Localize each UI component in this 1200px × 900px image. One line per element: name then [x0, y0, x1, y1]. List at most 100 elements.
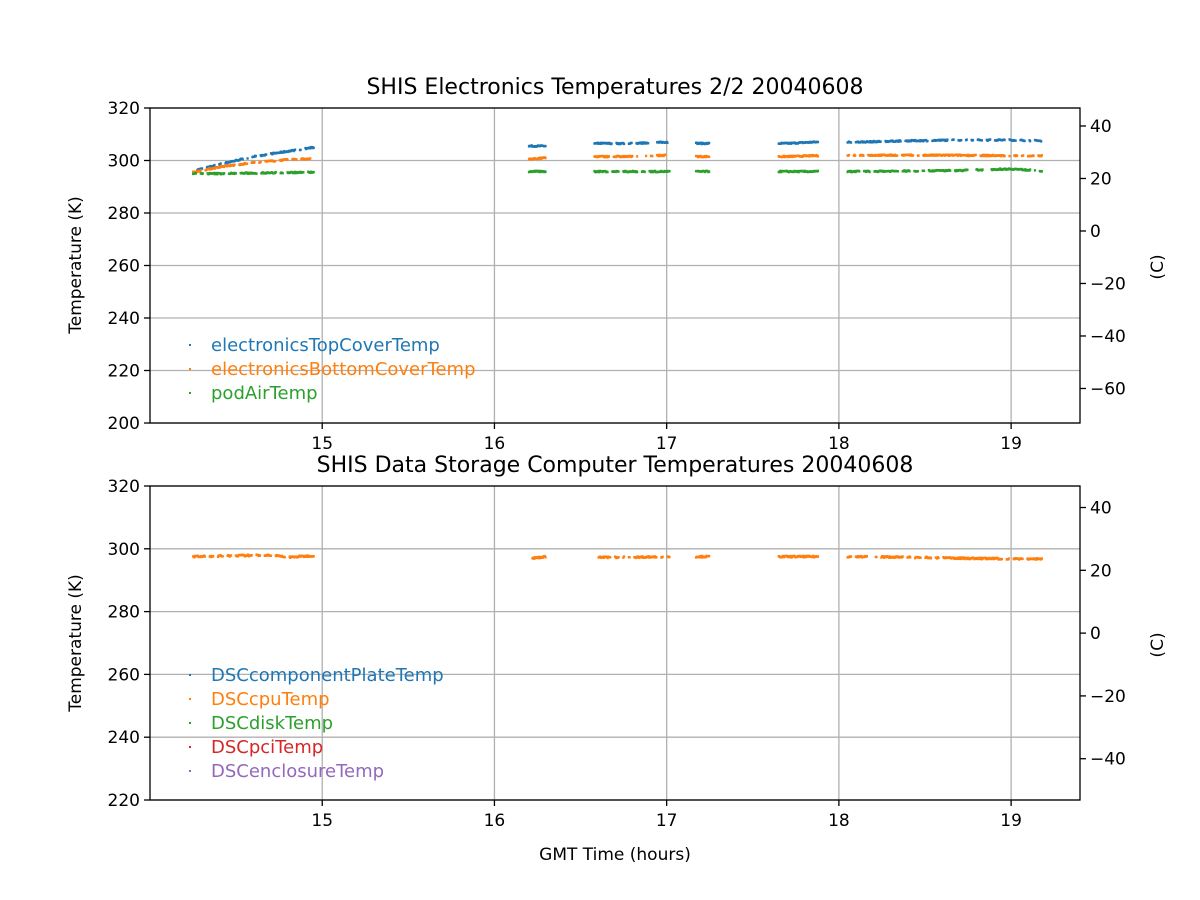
data-point [544, 156, 547, 160]
data-point [274, 170, 277, 174]
data-point [194, 172, 198, 175]
data-point [1029, 168, 1032, 171]
data-point [801, 155, 804, 158]
legend-label: DSCpciTemp [211, 737, 323, 758]
x-tick-label: 16 [484, 811, 506, 831]
data-point [708, 155, 711, 159]
data-point [250, 554, 253, 557]
y-tick-label: 240 [108, 309, 140, 329]
data-point [635, 556, 638, 560]
data-point [812, 554, 815, 558]
legend-item: DSCenclosureTemp [189, 761, 384, 782]
data-point [974, 153, 977, 157]
y-tick-label: 300 [108, 152, 140, 172]
x-axis: 15 16 17 18 19 [311, 423, 1022, 454]
legend-marker [189, 392, 191, 394]
legend-marker [189, 746, 191, 748]
data-point [201, 167, 204, 170]
data-point [849, 555, 853, 558]
data-point [887, 556, 891, 559]
data-point [283, 556, 286, 559]
data-point [989, 138, 992, 141]
data-point [789, 554, 792, 558]
data-point [1032, 154, 1035, 158]
data-point [281, 171, 284, 175]
legend-marker [189, 722, 191, 724]
data-point [980, 139, 984, 142]
legend-label: DSCcpuTemp [211, 689, 330, 710]
y-tick-label: 220 [108, 791, 140, 811]
data-point [302, 171, 305, 174]
legend-item: DSCpciTemp [189, 737, 323, 758]
data-point [645, 154, 648, 158]
legend-item: electronicsTopCoverTemp [189, 335, 440, 356]
data-point [952, 138, 955, 141]
y-tick-label: 320 [108, 477, 140, 497]
data-point [952, 556, 955, 559]
data-point [858, 170, 861, 173]
data-point [868, 170, 871, 174]
data-point [1015, 154, 1019, 158]
data-point [979, 557, 982, 561]
x-axis: 15 16 17 18 19 [311, 800, 1022, 831]
y2-tick-label: −40 [1090, 327, 1126, 347]
legend-marker [189, 368, 191, 370]
data-point [647, 141, 650, 145]
y-tick-label: 320 [108, 99, 140, 119]
data-point [241, 158, 244, 161]
data-point [630, 141, 633, 145]
data-point [636, 170, 639, 174]
data-point [778, 169, 782, 173]
data-point [216, 555, 220, 559]
legend: DSCcomponentPlateTemp DSCcpuTemp DSCdiskTe… [189, 665, 444, 782]
data-point [658, 154, 661, 158]
data-point [246, 157, 249, 160]
data-point [636, 155, 639, 158]
data-point [294, 170, 297, 174]
data-point [651, 154, 654, 158]
data-point [1003, 154, 1006, 158]
data-point [532, 557, 535, 560]
data-point [1008, 154, 1011, 158]
y2-tick-label: −20 [1090, 274, 1126, 294]
data-point [871, 141, 875, 144]
x-tick-label: 19 [1000, 811, 1022, 831]
y-tick-label: 240 [108, 728, 140, 748]
data-point [803, 556, 806, 559]
series-podAirTemp [192, 167, 1043, 176]
y-tick-label: 280 [108, 603, 140, 623]
data-point [617, 170, 620, 173]
data-point [919, 556, 922, 559]
legend-label: podAirTemp [211, 383, 318, 404]
y-tick-label: 220 [108, 362, 140, 382]
data-point [247, 553, 250, 556]
data-point [537, 556, 540, 560]
data-point [647, 555, 650, 558]
y-axis-left: 200 220 240 260 280 300 320 [108, 99, 150, 434]
legend-marker [189, 674, 191, 676]
data-point [1029, 139, 1032, 143]
chart-title: SHIS Electronics Temperatures 2/2 200406… [366, 75, 863, 100]
data-point [295, 158, 298, 161]
data-point [816, 555, 820, 558]
data-point [896, 170, 899, 173]
data-point [607, 155, 610, 158]
data-point [816, 169, 820, 173]
data-point [269, 554, 273, 557]
data-point [917, 154, 920, 157]
data-point [862, 154, 865, 157]
data-point [530, 144, 533, 147]
data-point [960, 138, 963, 142]
data-point [622, 555, 626, 558]
data-point [922, 169, 926, 173]
y2-tick-label: −20 [1090, 687, 1126, 707]
data-point [849, 141, 853, 144]
data-point [312, 170, 315, 174]
data-point [606, 170, 609, 174]
series-electronicsTopCoverTemp [196, 138, 1043, 172]
data-point [958, 556, 961, 559]
data-point [661, 555, 664, 558]
y2-tick-label: 20 [1090, 169, 1112, 189]
x-tick-label: 15 [311, 434, 333, 454]
data-point [937, 556, 940, 560]
